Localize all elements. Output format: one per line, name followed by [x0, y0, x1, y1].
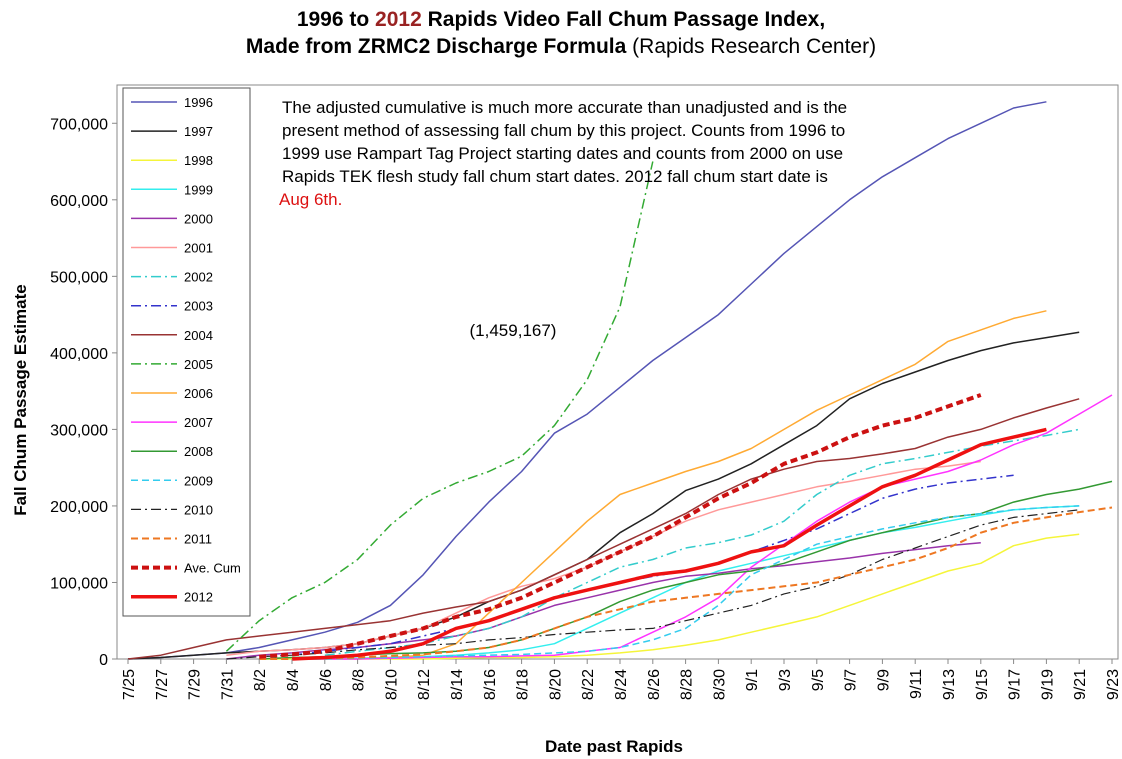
legend-label: 2001 — [184, 241, 213, 256]
legend-label: 2004 — [184, 328, 213, 343]
x-tick-label: 9/1 — [744, 669, 761, 691]
y-tick-label: 200,000 — [50, 499, 108, 516]
legend-label: 2003 — [184, 299, 213, 314]
x-tick-label: 8/14 — [449, 669, 466, 700]
series-line — [127, 398, 1080, 660]
y-tick-label: 600,000 — [50, 193, 108, 210]
x-tick-label: 9/17 — [1007, 669, 1024, 700]
legend-label: 2008 — [184, 444, 213, 459]
x-tick-label: 8/12 — [416, 669, 433, 700]
x-tick-label: 8/28 — [679, 669, 696, 700]
x-tick-label: 9/3 — [777, 669, 794, 691]
legend-label: 2007 — [184, 415, 213, 430]
x-tick-label: 8/26 — [646, 669, 663, 700]
series-line — [291, 427, 1047, 661]
series-line — [324, 428, 1080, 656]
annotation-line: present method of assessing fall chum by… — [282, 121, 845, 140]
x-tick-label: 8/8 — [351, 669, 368, 691]
legend: 1996 1997 1998 1999 2000 2001 2002 2003 2004 2005… — [122, 87, 251, 617]
legend-label: 2006 — [184, 386, 213, 401]
chart-subtitle: Made from ZRMC2 Discharge Formula (Rapid… — [246, 35, 876, 58]
y-tick-label: 700,000 — [50, 116, 108, 133]
plot-frame — [116, 84, 1119, 660]
legend-box — [122, 87, 251, 617]
series-layer — [127, 101, 1113, 661]
x-tick-label: 8/30 — [711, 669, 728, 700]
series-line — [226, 509, 1080, 660]
legend-label: 2011 — [184, 532, 212, 547]
y-tick-label: 300,000 — [50, 422, 108, 439]
x-tick-label: 8/24 — [613, 669, 630, 700]
x-tick-label: 9/13 — [941, 669, 958, 700]
x-tick-label: 8/6 — [318, 669, 335, 691]
legend-label: 2010 — [184, 502, 213, 517]
x-tick-label: 9/11 — [908, 669, 925, 699]
legend-label: 2005 — [184, 357, 213, 372]
x-tick-label: 7/25 — [121, 669, 138, 700]
series-line — [291, 474, 1014, 656]
annotation-line: The adjusted cumulative is much more acc… — [282, 98, 847, 117]
subtitle-part: Made from ZRMC2 Discharge Formula — [246, 35, 627, 58]
legend-label: 2000 — [184, 211, 213, 226]
x-tick-label: 8/20 — [547, 669, 564, 700]
y-axis-title: Fall Chum Passage Estimate — [11, 284, 30, 515]
x-tick-label: 8/4 — [285, 669, 302, 691]
legend-label: 1999 — [184, 182, 213, 197]
annotation-line: Rapids TEK flesh study fall chum start d… — [282, 167, 828, 186]
y-tick-label: 500,000 — [50, 269, 108, 286]
x-tick-label: 9/5 — [810, 669, 827, 691]
x-tick-label: 8/2 — [252, 669, 269, 691]
legend-label: Ave. Cum — [184, 561, 241, 576]
x-tick-label: 8/16 — [482, 669, 499, 700]
series-line — [259, 393, 982, 659]
y-tick-label: 400,000 — [50, 346, 108, 363]
x-tick-label: 9/7 — [843, 669, 860, 691]
series-line — [225, 161, 654, 652]
x-tick-label: 8/18 — [515, 669, 532, 700]
series-line — [259, 506, 1113, 660]
x-tick-label: 7/29 — [187, 669, 204, 700]
x-tick-label: 9/23 — [1105, 669, 1122, 700]
series-line — [127, 101, 1047, 660]
annotation-highlight: Aug 6th. — [279, 190, 342, 209]
x-tick-label: 9/19 — [1039, 669, 1056, 700]
series-line — [259, 533, 1080, 660]
x-tick-label: 7/31 — [219, 669, 236, 700]
legend-label: 2009 — [184, 473, 213, 488]
legend-label: 1996 — [184, 95, 213, 110]
y-tick-label: 0 — [99, 652, 108, 669]
series-line — [292, 310, 1047, 660]
title-highlight: 2012 — [375, 8, 422, 31]
x-axis-title: Date past Rapids — [545, 737, 683, 756]
annotation: The adjusted cumulative is much more acc… — [279, 98, 847, 209]
title-part: 1996 to — [297, 8, 369, 31]
annotation-line: 1999 use Rampart Tag Project starting da… — [282, 144, 843, 163]
x-tick-label: 7/27 — [154, 669, 171, 700]
annotation-2005: (1,459,167) — [470, 321, 557, 340]
x-tick-label: 9/15 — [974, 669, 991, 700]
series-line — [292, 394, 1113, 660]
subtitle-part: (Rapids Research Center) — [632, 35, 876, 58]
title-part: Rapids Video Fall Chum Passage Index, — [428, 8, 826, 31]
x-tick-label: 8/22 — [580, 669, 597, 700]
chart-title: 1996 to 2012 Rapids Video Fall Chum Pass… — [297, 8, 825, 31]
x-tick-label: 9/9 — [875, 669, 892, 691]
legend-label: 1998 — [184, 153, 213, 168]
x-tick-label: 9/21 — [1072, 669, 1089, 700]
legend-label: 1997 — [184, 124, 213, 139]
legend-label: 2002 — [184, 270, 213, 285]
y-tick-label: 100,000 — [50, 575, 108, 592]
x-tick-label: 8/10 — [383, 669, 400, 700]
legend-label: 2012 — [184, 590, 213, 605]
series-line — [259, 505, 1080, 660]
